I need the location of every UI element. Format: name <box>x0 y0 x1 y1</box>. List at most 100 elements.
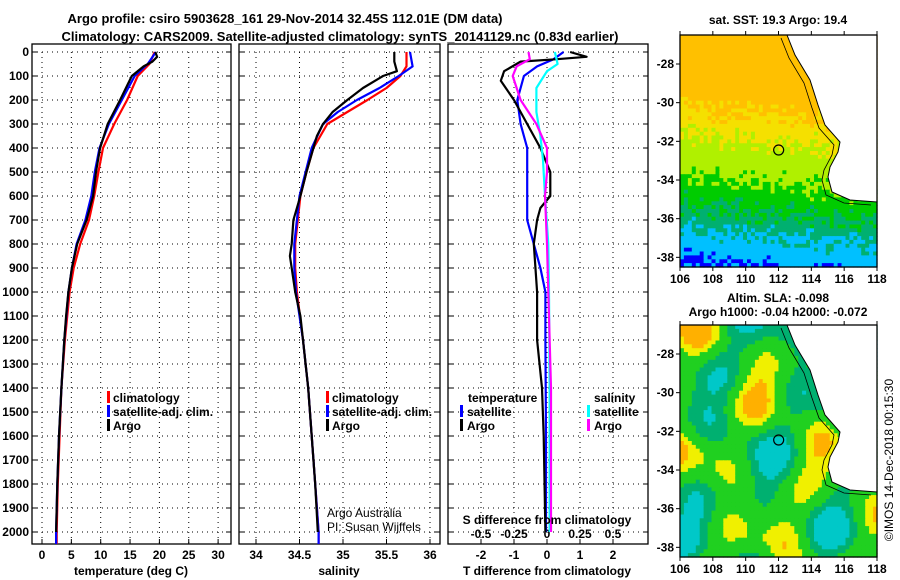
map-cell <box>849 228 854 233</box>
map-cell <box>794 131 799 137</box>
map-cell <box>691 243 697 249</box>
map-cell <box>691 448 697 454</box>
map-cell <box>735 239 740 245</box>
map-cell <box>758 127 764 133</box>
map-cell <box>762 178 768 183</box>
map-cell <box>747 224 752 229</box>
map-cell <box>754 112 760 117</box>
map-cell <box>825 247 831 253</box>
map-cell <box>707 398 713 403</box>
map-cell <box>711 62 716 67</box>
map-cell <box>687 417 693 423</box>
map-cell <box>687 205 693 210</box>
sst-map: 106 108 110 112 114 116 118-28-30-32-34-36-38 <box>657 31 887 286</box>
map-cell <box>750 100 756 106</box>
map-cell <box>703 394 709 400</box>
legend-swatch-satellite <box>107 405 110 417</box>
map-cell <box>814 448 819 454</box>
map-cell <box>790 89 795 94</box>
map-cell <box>683 251 689 256</box>
panel-frame <box>31 43 232 545</box>
map-cell <box>782 73 787 79</box>
map-cell <box>786 340 791 345</box>
map-cell <box>683 65 689 71</box>
map-cell <box>687 108 693 113</box>
map-cell <box>703 336 709 342</box>
map-cell <box>731 239 736 245</box>
map-cell <box>778 421 783 427</box>
map-cell <box>699 390 705 396</box>
map-cell <box>794 386 799 392</box>
map-cell <box>695 174 701 179</box>
map-cell <box>743 209 748 214</box>
map-cell <box>680 151 685 156</box>
map-cell <box>750 93 756 98</box>
map-cell <box>774 162 780 168</box>
map-cell <box>695 251 701 256</box>
map-cell <box>747 336 752 342</box>
map-cell <box>873 209 878 214</box>
map-cell <box>762 181 768 187</box>
depth-tick-label: 700 <box>9 213 29 227</box>
map-cell <box>794 433 799 438</box>
map-cell <box>766 212 772 218</box>
map-cell <box>829 212 835 218</box>
map-cell <box>774 367 780 372</box>
map-cell <box>754 81 760 86</box>
map-cell <box>837 212 843 218</box>
map-cell <box>770 448 776 454</box>
map-cell <box>731 162 736 168</box>
map-cell <box>865 263 870 268</box>
map-cell <box>821 247 827 253</box>
map-cell <box>735 170 740 175</box>
map-cell <box>814 394 819 400</box>
map-cell <box>786 46 791 52</box>
map-cell <box>750 410 756 415</box>
map-cell <box>758 352 764 357</box>
map-cell <box>817 170 823 175</box>
map-cell <box>814 406 819 411</box>
map-cell <box>817 154 823 160</box>
map-cell <box>735 93 740 98</box>
map-cell <box>794 201 799 206</box>
map-cell <box>719 224 724 229</box>
map-cell <box>680 259 685 264</box>
map-cell <box>707 344 713 349</box>
map-cell <box>810 386 815 392</box>
map-cell <box>719 178 724 183</box>
map-cell <box>711 166 716 171</box>
map-cell <box>762 239 768 245</box>
map-cell <box>782 444 787 450</box>
map-cell <box>806 89 811 94</box>
map-cell <box>739 328 744 334</box>
map-cell <box>715 413 720 419</box>
map-cell <box>762 100 768 106</box>
map-cell <box>762 108 768 113</box>
map-cell <box>802 359 807 365</box>
map-cell <box>766 89 772 94</box>
map-cell <box>806 181 811 187</box>
map-cell <box>762 402 768 407</box>
map-cell <box>790 410 795 415</box>
map-cell <box>691 216 697 222</box>
map-cell <box>687 247 693 253</box>
map-cell <box>687 379 693 384</box>
map-cell <box>810 93 815 98</box>
map-cell <box>766 85 772 90</box>
map-cell <box>731 65 736 71</box>
map-cell <box>731 336 736 342</box>
map-cell <box>750 340 756 345</box>
map-cell <box>711 348 716 353</box>
map-cell <box>817 421 823 427</box>
map-cell <box>845 255 850 260</box>
map-cell <box>814 116 819 121</box>
map-cell <box>719 379 724 384</box>
map-cell <box>739 325 744 330</box>
map-cell <box>782 174 787 179</box>
map-cell <box>750 239 756 245</box>
map-cell <box>680 162 685 168</box>
map-cell <box>782 243 787 249</box>
map-cell <box>762 96 768 102</box>
map-cell <box>849 243 854 249</box>
map-cell <box>774 425 780 430</box>
